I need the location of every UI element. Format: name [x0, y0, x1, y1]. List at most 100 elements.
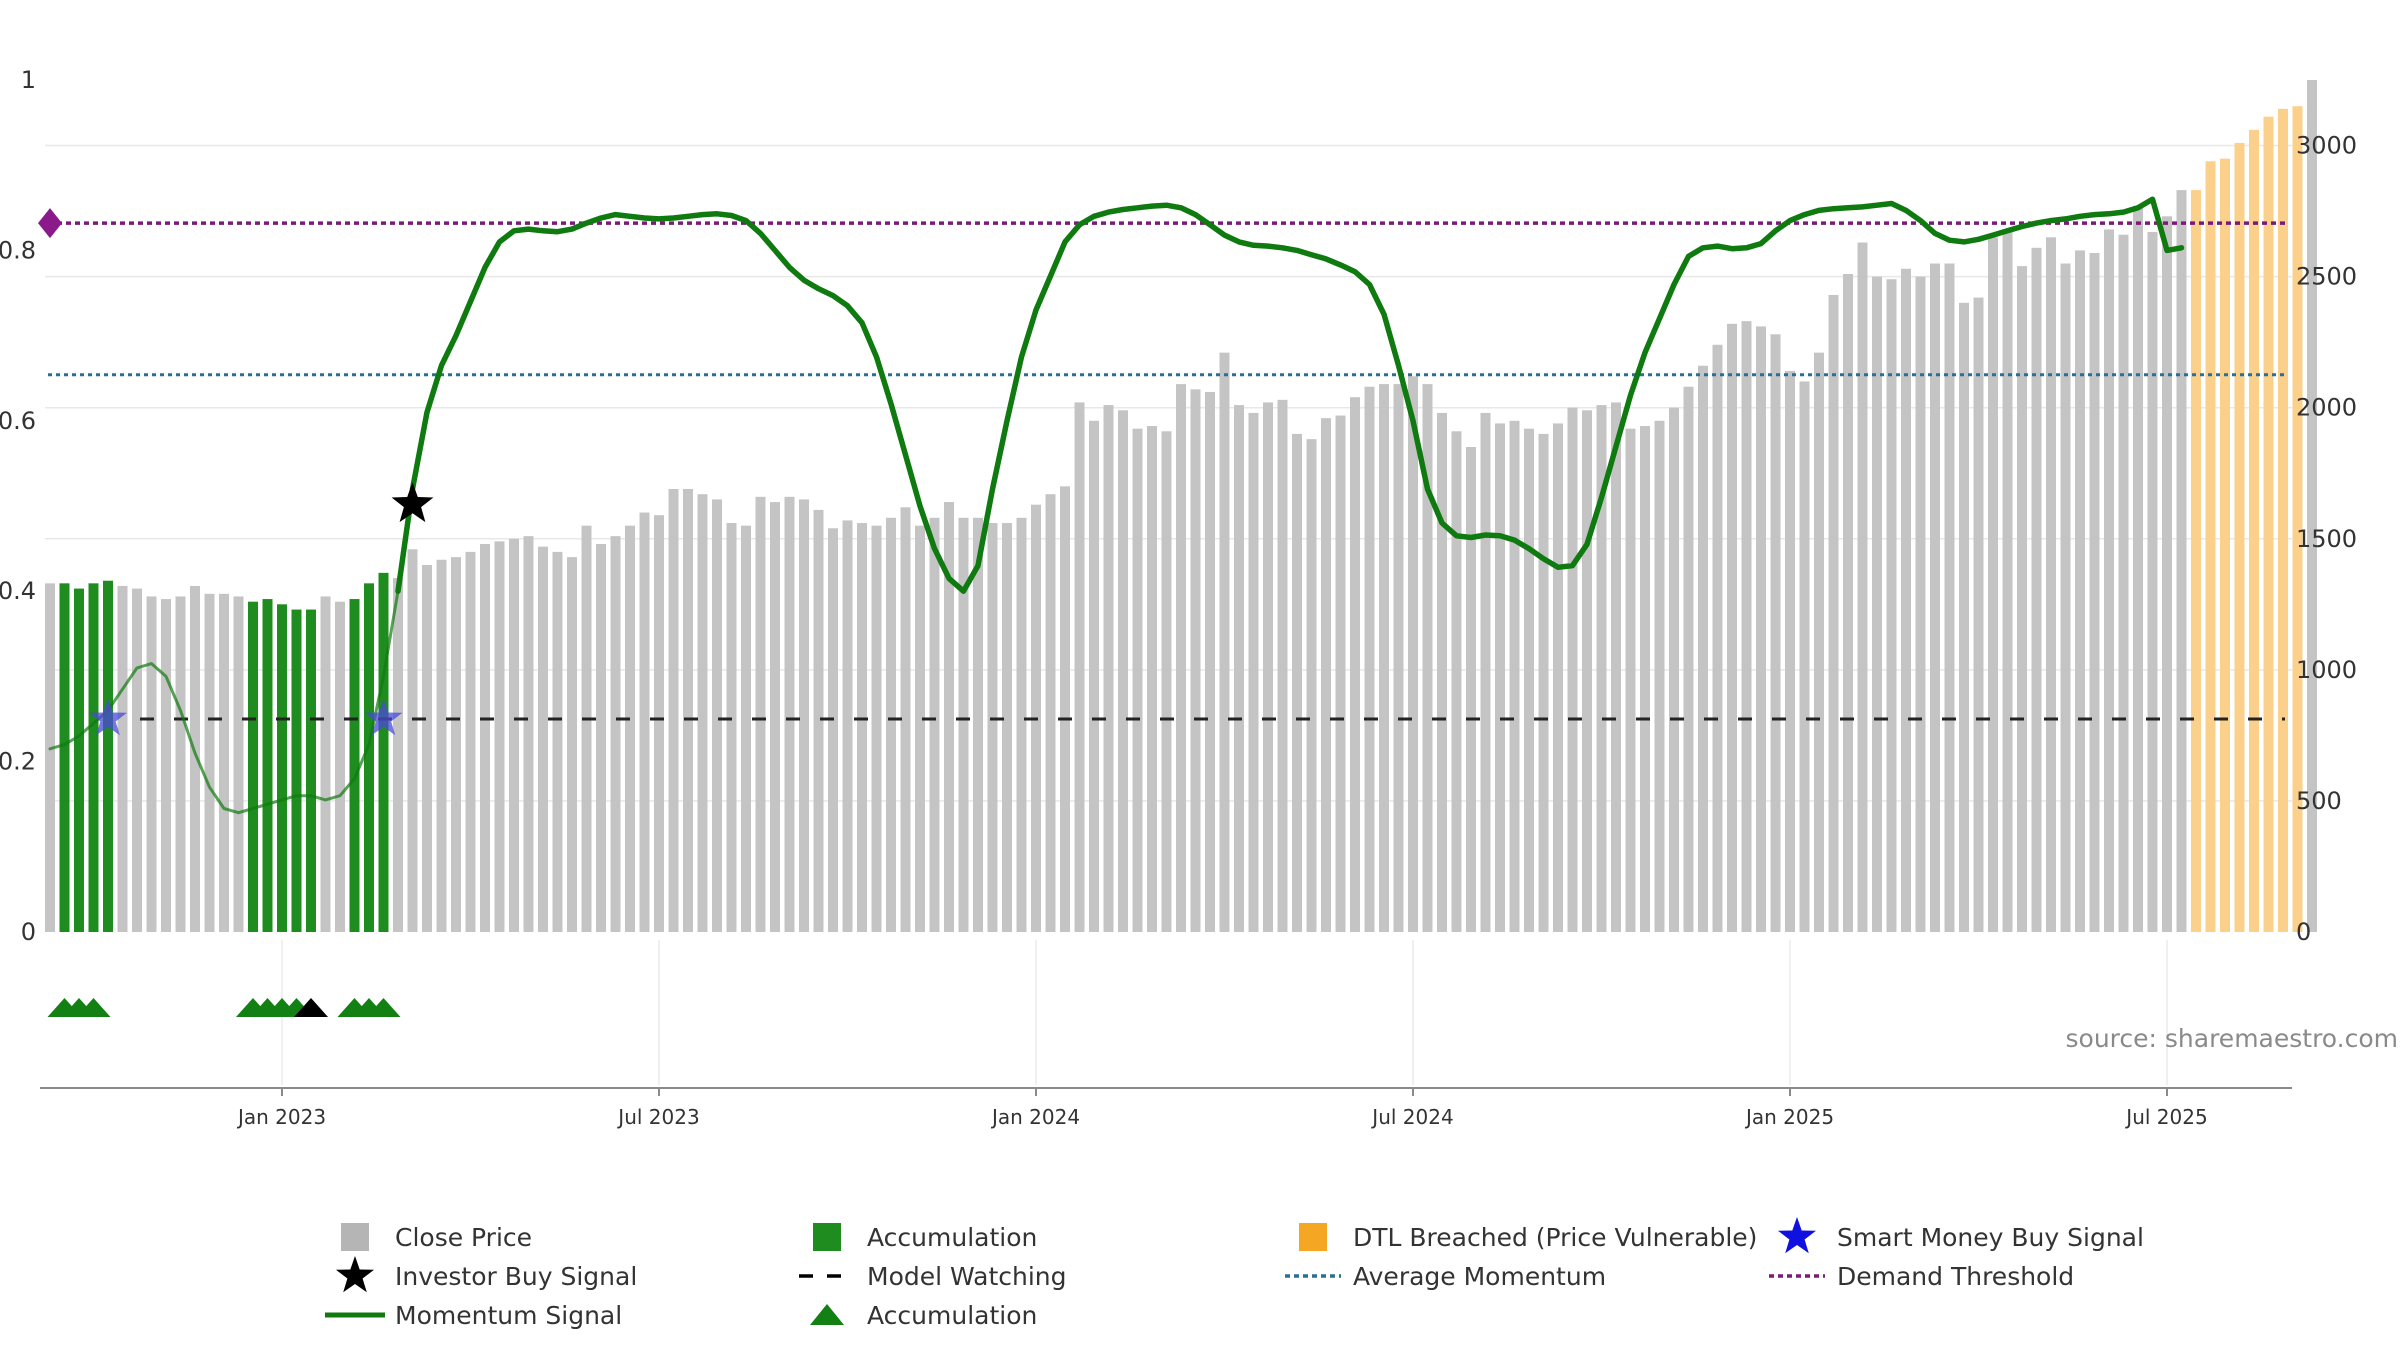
legend-swatch	[341, 1223, 369, 1251]
legend-label: Smart Money Buy Signal	[1837, 1223, 2144, 1252]
close-price-bar	[422, 564, 432, 932]
close-price-bar	[1567, 407, 1578, 932]
close-price-bar	[1161, 431, 1172, 932]
accumulation-triangle	[366, 998, 401, 1017]
x-tick-label: Jan 2025	[1744, 1105, 1834, 1129]
close-price-bar	[2002, 229, 2013, 933]
close-price-bar	[1524, 428, 1534, 932]
x-tick-label: Jul 2024	[1370, 1105, 1453, 1129]
close-price-bar	[117, 585, 128, 932]
close-price-bar	[1669, 407, 1679, 932]
close-price-bar	[1350, 397, 1360, 932]
close-price-bar	[1234, 405, 1244, 932]
close-price-bar	[1263, 402, 1273, 932]
close-price-bar	[1973, 297, 1984, 932]
axes: Jan 2023 Jul 2023 Jan 2024 Jul 2024 Jan 2025…	[0, 66, 2357, 1129]
close-price-bar	[451, 557, 461, 932]
close-price-bar	[552, 551, 563, 932]
dtl-breached-bar	[2205, 161, 2216, 932]
close-price-bar	[1480, 412, 1491, 932]
accumulation-bar	[349, 599, 360, 932]
close-price-bar	[1074, 402, 1085, 932]
close-price-bar	[2046, 237, 2056, 933]
legend-label: Momentum Signal	[395, 1301, 622, 1330]
close-price-bar	[799, 499, 809, 932]
accumulation-bar	[248, 601, 258, 932]
legend-star-icon	[336, 1256, 374, 1293]
close-price-bar	[1770, 334, 1781, 932]
x-tick-label: Jan 2023	[236, 1105, 326, 1129]
close-price-bar	[958, 517, 969, 932]
close-price-bar	[1393, 384, 1404, 932]
close-price-bar	[987, 523, 998, 932]
close-price-bar	[161, 599, 171, 932]
close-price-bar	[1321, 418, 1331, 932]
close-price-bar	[596, 544, 606, 932]
close-price-bar	[1625, 428, 1636, 932]
accumulation-bar	[88, 583, 99, 932]
close-price-bar	[494, 541, 505, 932]
right-tick-label: 0	[2296, 918, 2311, 946]
close-price-bar	[1901, 268, 1911, 933]
close-price-bar	[900, 507, 911, 932]
close-price-bar	[1988, 237, 1998, 933]
legend-item: Investor Buy Signal	[336, 1256, 637, 1293]
momentum-signal-line	[395, 196, 2185, 594]
close-price-bar	[639, 512, 650, 932]
close-price-bar	[929, 517, 940, 932]
close-price-bar	[1654, 420, 1665, 932]
close-price-bar	[1886, 279, 1897, 932]
close-price-bar	[1205, 391, 1215, 932]
close-price-bar	[1379, 384, 1389, 932]
accumulation-triangle	[76, 998, 111, 1017]
close-price-bar	[465, 551, 476, 932]
close-price-bar	[1727, 323, 1737, 932]
close-price-bar	[1698, 365, 1708, 932]
close-price-bar	[625, 525, 635, 932]
close-price-bar	[2104, 229, 2114, 933]
close-price-bar	[1553, 423, 1563, 932]
close-price-bar	[1060, 486, 1070, 932]
close-price-bar	[712, 499, 722, 932]
accumulation-bar	[277, 604, 287, 932]
close-price-bar	[1364, 386, 1375, 933]
legend-item: Close Price	[341, 1223, 532, 1252]
close-price-bar	[1640, 426, 1650, 932]
close-price-bar	[668, 488, 679, 932]
left-tick-label: 0.2	[0, 748, 36, 776]
close-price-bar	[1785, 370, 1795, 932]
right-tick-label: 3000	[2296, 132, 2357, 160]
close-price-bar	[770, 502, 780, 932]
close-price-bar	[1335, 415, 1346, 933]
close-price-bar	[1799, 381, 1810, 932]
close-price-bar	[654, 515, 664, 932]
accumulation-bar	[291, 609, 302, 932]
close-price-bar	[741, 525, 751, 932]
right-tick-label: 500	[2296, 787, 2342, 815]
close-price-bar	[509, 538, 519, 932]
close-price-bar	[2118, 234, 2129, 932]
legend-star-icon	[1778, 1217, 1816, 1254]
close-price-bar	[1509, 420, 1520, 932]
x-tick-label: Jul 2023	[616, 1105, 699, 1129]
close-price-bar	[1132, 428, 1143, 932]
x-tick-label: Jul 2025	[2124, 1105, 2207, 1129]
close-price-bar	[2017, 266, 2027, 932]
legend-label: Accumulation	[867, 1301, 1037, 1330]
legend-item: Average Momentum	[1285, 1262, 1606, 1291]
legend-item: Demand Threshold	[1769, 1262, 2074, 1291]
close-price-bar	[204, 593, 215, 932]
x-tick-label: Jan 2024	[990, 1105, 1080, 1129]
accumulation-bar	[364, 583, 374, 932]
close-price-bar	[1712, 344, 1723, 932]
close-price-bar	[1277, 399, 1288, 932]
close-price-bar	[1408, 376, 1418, 932]
close-price-bar	[1596, 405, 1607, 932]
close-price-bar	[1190, 389, 1201, 932]
dtl-breached-bar	[2220, 158, 2230, 933]
close-price-bar	[480, 544, 490, 932]
close-price-bar	[567, 557, 577, 932]
close-price-bar	[538, 546, 548, 932]
accumulation-bar	[103, 580, 113, 932]
close-price-bar	[45, 583, 55, 932]
